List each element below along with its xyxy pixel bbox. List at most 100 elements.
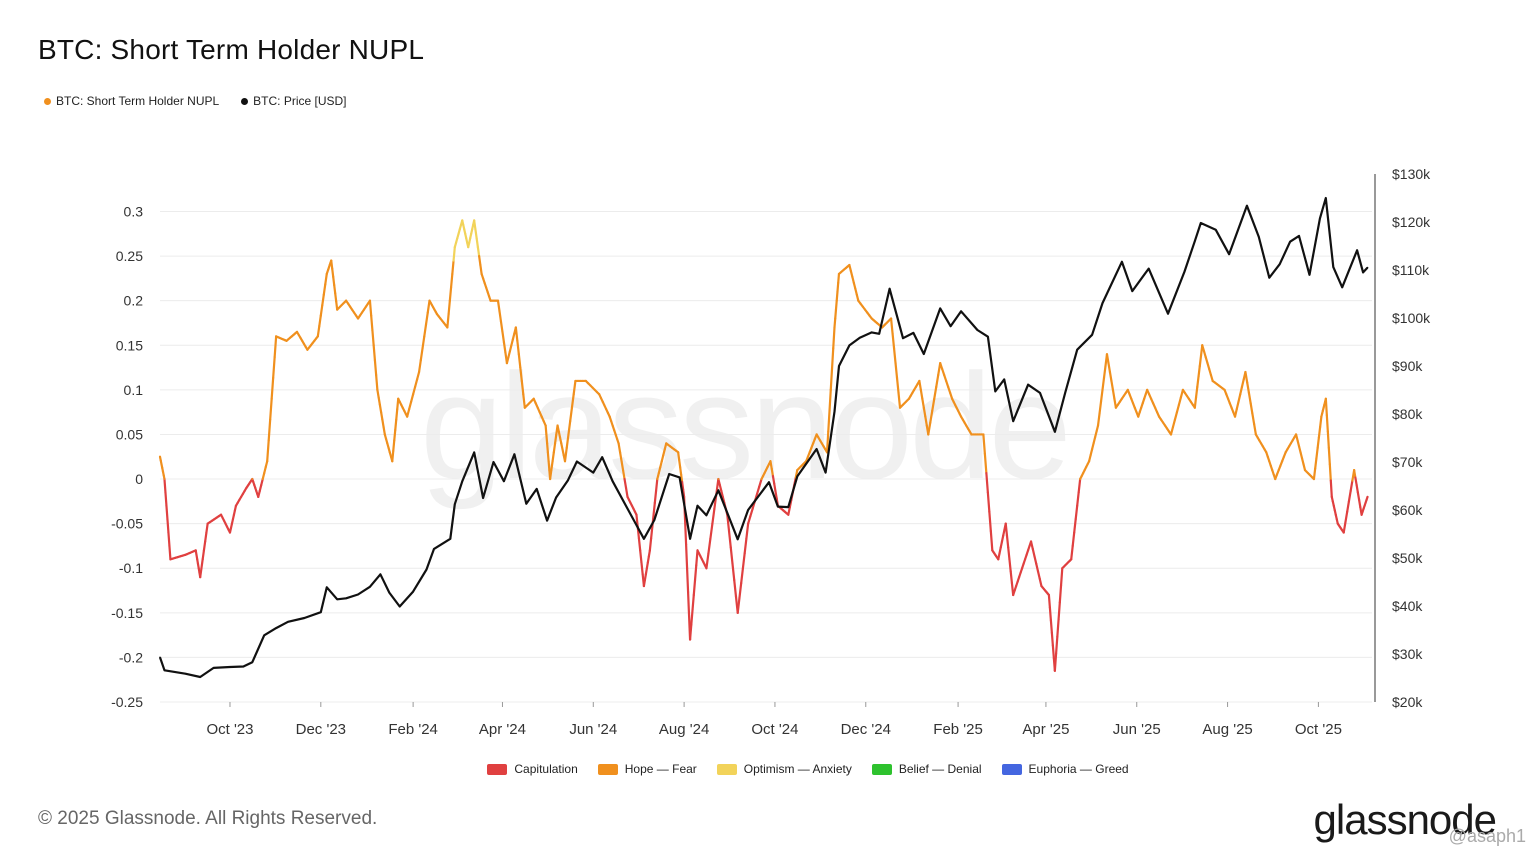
zone-legend-optimism-anxiety: Optimism — Anxiety bbox=[716, 762, 852, 776]
nupl-point-114 bbox=[1181, 388, 1184, 391]
nupl-segment bbox=[408, 400, 413, 411]
nupl-point-83 bbox=[890, 317, 893, 320]
nupl-segment bbox=[1316, 436, 1320, 449]
legend-item-nupl[interactable]: BTC: Short Term Holder NUPL bbox=[44, 94, 219, 108]
nupl-segment bbox=[563, 446, 568, 463]
nupl-segment bbox=[473, 219, 477, 231]
nupl-point-90 bbox=[960, 415, 963, 418]
y-right-tick-label-9: $110k bbox=[1392, 262, 1430, 278]
x-tick-label-2: Feb '24 bbox=[388, 721, 438, 738]
nupl-segment bbox=[787, 506, 791, 516]
nupl-segment bbox=[200, 558, 204, 570]
nupl-segment bbox=[1048, 606, 1052, 622]
nupl-point-64 bbox=[705, 567, 708, 570]
top-legend: BTC: Short Term Holder NUPL BTC: Price [… bbox=[44, 94, 347, 108]
nupl-segment bbox=[163, 477, 167, 494]
nupl-segment bbox=[1312, 467, 1317, 481]
nupl-segment bbox=[1076, 491, 1080, 507]
nupl-point-12 bbox=[257, 495, 260, 498]
y-right-tick-label-1: $30k bbox=[1392, 646, 1423, 662]
price-point-91 bbox=[1228, 253, 1230, 255]
price-point-49 bbox=[717, 489, 720, 492]
zone-label-optimism-anxiety: Optimism — Anxiety bbox=[743, 762, 852, 776]
nupl-segment bbox=[749, 507, 754, 518]
nupl-point-116 bbox=[1201, 344, 1204, 347]
nupl-segment bbox=[164, 491, 168, 507]
price-point-102 bbox=[1341, 286, 1344, 289]
nupl-segment bbox=[551, 451, 555, 463]
price-point-29 bbox=[492, 461, 495, 463]
nupl-segment bbox=[201, 549, 206, 561]
nupl-point-62 bbox=[689, 638, 692, 641]
nupl-segment bbox=[640, 561, 644, 576]
nupl-point-78 bbox=[837, 272, 840, 275]
price-point-50 bbox=[736, 538, 739, 541]
price-point-67 bbox=[923, 353, 925, 355]
nupl-point-37 bbox=[473, 219, 476, 222]
price-point-75 bbox=[1012, 420, 1014, 423]
swatch-euphoria-greed bbox=[1001, 763, 1022, 775]
price-point-4 bbox=[212, 667, 215, 669]
author-handle: @asaph1 bbox=[1448, 826, 1526, 846]
nupl-segment bbox=[1357, 498, 1362, 509]
nupl-segment bbox=[272, 356, 276, 380]
nupl-segment bbox=[935, 373, 940, 388]
nupl-point-7 bbox=[220, 513, 223, 516]
nupl-segment bbox=[1108, 370, 1113, 383]
zone-label-capitulation: Capitulation bbox=[514, 762, 578, 776]
nupl-segment bbox=[794, 469, 799, 479]
nupl-point-43 bbox=[523, 406, 526, 409]
nupl-segment bbox=[204, 531, 208, 543]
nupl-point-97 bbox=[1021, 567, 1024, 570]
nupl-segment bbox=[695, 549, 699, 567]
nupl-segment bbox=[1051, 644, 1055, 660]
price-point-78 bbox=[1054, 430, 1056, 433]
nupl-segment bbox=[832, 326, 836, 350]
nupl-segment bbox=[376, 388, 380, 399]
nupl-segment bbox=[769, 460, 773, 470]
swatch-optimism-anxiety bbox=[716, 763, 737, 775]
nupl-segment bbox=[1099, 388, 1104, 403]
nupl-segment bbox=[168, 544, 172, 561]
nupl-point-48 bbox=[563, 460, 566, 463]
price-point-31 bbox=[513, 453, 516, 456]
nupl-point-95 bbox=[1004, 522, 1007, 525]
nupl-segment bbox=[269, 397, 273, 421]
price-point-103 bbox=[1356, 249, 1358, 252]
legend-label-nupl: BTC: Short Term Holder NUPL bbox=[56, 94, 220, 108]
nupl-point-73 bbox=[796, 469, 799, 472]
price-point-48 bbox=[705, 514, 708, 517]
chart-title: BTC: Short Term Holder NUPL bbox=[38, 34, 425, 65]
price-point-68 bbox=[939, 307, 942, 310]
nupl-point-57 bbox=[648, 549, 651, 552]
nupl-point-54 bbox=[626, 495, 629, 498]
nupl-point-126 bbox=[1303, 469, 1306, 472]
nupl-segment bbox=[565, 433, 570, 449]
nupl-point-120 bbox=[1244, 371, 1247, 374]
nupl-segment bbox=[382, 425, 386, 436]
nupl-segment bbox=[380, 411, 384, 421]
nupl-segment bbox=[372, 344, 377, 362]
price-point-39 bbox=[601, 456, 604, 459]
y-left-tick-label-3: -0.1 bbox=[119, 560, 143, 576]
nupl-segment bbox=[741, 552, 746, 570]
price-point-28 bbox=[482, 497, 484, 499]
nupl-segment bbox=[982, 433, 986, 455]
y-left-tick-label-6: 0.05 bbox=[116, 426, 143, 442]
price-point-85 bbox=[1147, 267, 1150, 270]
nupl-segment bbox=[451, 259, 455, 276]
nupl-segment bbox=[729, 546, 734, 565]
price-point-0 bbox=[159, 656, 161, 659]
nupl-segment bbox=[755, 485, 761, 496]
nupl-segment bbox=[273, 335, 278, 359]
brand-logo: glassnode bbox=[1313, 796, 1497, 843]
price-point-21 bbox=[412, 590, 414, 593]
nupl-point-103 bbox=[1070, 558, 1073, 561]
nupl-segment bbox=[639, 549, 643, 564]
nupl-point-121 bbox=[1254, 433, 1257, 436]
price-point-89 bbox=[1199, 222, 1202, 224]
y-right-tick-label-3: $50k bbox=[1392, 550, 1423, 566]
nupl-segment bbox=[834, 308, 838, 320]
legend-item-price[interactable]: BTC: Price [USD] bbox=[241, 94, 347, 108]
price-point-83 bbox=[1121, 261, 1123, 263]
